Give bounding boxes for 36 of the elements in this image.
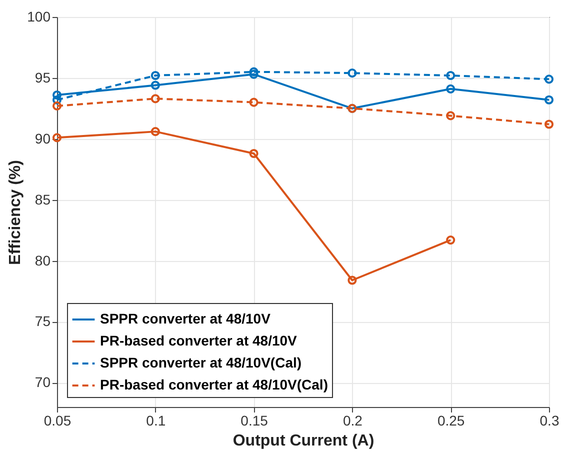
legend-label: PR-based converter at 48/10V(Cal) [100, 376, 328, 392]
y-tick-label: 100 [27, 8, 51, 24]
point [544, 120, 554, 129]
point [52, 101, 62, 110]
point [348, 68, 357, 78]
point [446, 70, 456, 80]
x-tick-label: 0.3 [540, 412, 560, 428]
x-axis-title: Output Current (A) [232, 432, 374, 450]
x-tick-label: 0.05 [44, 412, 72, 428]
point [150, 127, 160, 136]
x-tick-label: 0.15 [240, 412, 268, 428]
point [150, 94, 160, 104]
point [150, 70, 160, 80]
point [52, 95, 62, 104]
point [249, 70, 258, 79]
y-tick-label: 70 [34, 374, 51, 390]
x-tick-label: 0.25 [437, 412, 465, 428]
y-tick-label: 80 [34, 252, 51, 268]
x-tick-label: 0.1 [146, 412, 166, 428]
point [249, 98, 258, 107]
point [249, 67, 258, 76]
y-tick-label: 90 [34, 130, 51, 146]
y-tick-label: 75 [34, 313, 51, 330]
y-tick-label: 95 [34, 69, 51, 86]
point [249, 148, 258, 158]
point [446, 84, 456, 94]
x-tick-label: 0.2 [342, 412, 363, 428]
y-tick-label: 85 [34, 191, 51, 208]
legend-label: PR-based converter at 48/10V [100, 332, 298, 348]
y-axis-title: Efficiency (%) [7, 160, 24, 265]
legend-label: SPPR converter at 48/10V(Cal) [100, 354, 302, 370]
point [446, 111, 456, 120]
point [150, 80, 160, 90]
legend-label: SPPR converter at 48/10V [100, 310, 272, 326]
point [544, 74, 554, 84]
point [348, 276, 357, 285]
